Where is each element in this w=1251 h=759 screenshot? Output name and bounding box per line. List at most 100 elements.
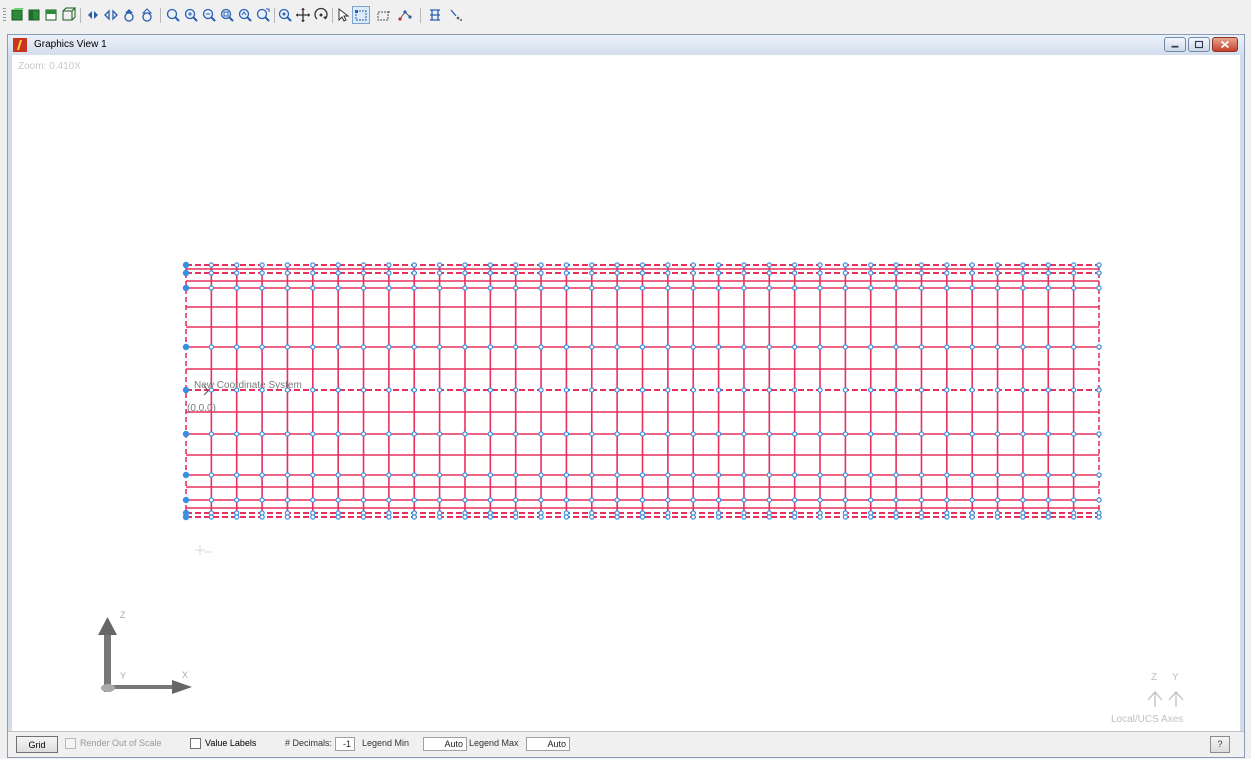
mesh-node: [766, 344, 773, 350]
mesh-node: [817, 497, 823, 503]
mesh-node: [589, 285, 595, 291]
mesh-node: [335, 270, 341, 276]
mesh-node: [259, 387, 265, 393]
zoom-previous-icon[interactable]: [236, 6, 254, 24]
mesh-node: [766, 497, 773, 503]
mesh-node: [639, 285, 646, 291]
mesh-node: [690, 262, 696, 268]
toolbar-grip[interactable]: [3, 8, 6, 22]
mesh-node: [791, 270, 798, 276]
maximize-button[interactable]: [1188, 37, 1210, 52]
mesh-node: [310, 472, 316, 478]
mesh-node: [868, 285, 874, 291]
mesh-node: [462, 270, 468, 276]
mesh-node: [741, 497, 747, 503]
mesh-node: [563, 270, 570, 276]
mesh-node: [715, 262, 722, 268]
value-labels-checkbox[interactable]: [190, 738, 201, 749]
mesh-node: [462, 344, 468, 350]
rotate-down-icon[interactable]: [138, 6, 156, 24]
mesh-node: [589, 344, 595, 350]
origin-marker-icon: [203, 384, 209, 396]
rotate-up-icon[interactable]: [120, 6, 138, 24]
mesh-node: [614, 387, 620, 393]
rotate-left-icon[interactable]: [84, 6, 102, 24]
mesh-node: [589, 431, 595, 437]
orbit-icon[interactable]: [312, 6, 330, 24]
grid-button[interactable]: Grid: [16, 736, 58, 753]
render-out-of-scale-checkbox[interactable]: [65, 738, 76, 749]
mesh-node: [310, 431, 316, 437]
mesh-node: [969, 344, 975, 350]
mesh-node: [512, 344, 519, 350]
mesh-node: [563, 387, 570, 393]
zoom-dynamic-icon[interactable]: [254, 6, 272, 24]
view-isometric-icon[interactable]: [8, 6, 26, 24]
structural-mesh[interactable]: New Coordinate System (0,0,0) Z X Y Z Y: [12, 55, 1240, 731]
mesh-node: [791, 472, 798, 478]
mesh-node: [182, 269, 190, 277]
view-wireframe-icon[interactable]: [59, 6, 77, 24]
select-nodes-icon[interactable]: [396, 6, 414, 24]
mesh-node: [1096, 387, 1102, 393]
main-toolbar: [0, 0, 1251, 30]
select-crossing-icon[interactable]: [374, 6, 392, 24]
mesh-node: [918, 270, 925, 276]
rotate-right-icon[interactable]: [102, 6, 120, 24]
view-solid-icon[interactable]: [25, 6, 43, 24]
mesh-node: [1070, 497, 1077, 503]
legend-max-input[interactable]: Auto: [526, 737, 570, 751]
rotate-3d-icon[interactable]: [294, 6, 312, 24]
mesh-node: [182, 471, 190, 479]
mesh-node: [234, 262, 240, 268]
legend-min-input[interactable]: Auto: [423, 737, 467, 751]
mesh-node: [386, 285, 392, 291]
mesh-node: [842, 387, 849, 393]
mesh-node: [1045, 472, 1051, 478]
value-labels-label: Value Labels: [205, 738, 257, 748]
local-ucs-axes: Z Y Local/UCS Axes: [1111, 672, 1184, 725]
mesh-node: [614, 344, 620, 350]
graphics-canvas[interactable]: Zoom: 0.410X New Coordinate System (0,0,…: [12, 55, 1240, 731]
mesh-node: [386, 387, 392, 393]
close-button[interactable]: [1212, 37, 1238, 52]
pan-icon[interactable]: [276, 6, 294, 24]
mesh-node: [614, 431, 620, 437]
mesh-node: [1020, 285, 1026, 291]
decimals-input[interactable]: -1: [335, 737, 355, 751]
mesh-node: [665, 514, 671, 520]
mesh-node: [436, 270, 443, 276]
zoom-window-icon[interactable]: [164, 6, 182, 24]
mesh-node: [994, 344, 1001, 350]
ucs-label: Local/UCS Axes: [1111, 714, 1183, 725]
mesh-node: [842, 497, 849, 503]
mesh-node: [944, 387, 950, 393]
mesh-node: [462, 497, 468, 503]
mesh-node: [614, 285, 620, 291]
select-pointer-icon[interactable]: [334, 6, 352, 24]
help-button[interactable]: ?: [1210, 736, 1230, 753]
zoom-extents-icon[interactable]: [218, 6, 236, 24]
mesh-node: [208, 514, 215, 520]
minimize-button[interactable]: [1164, 37, 1186, 52]
mesh-node: [234, 344, 240, 350]
view-hidden-icon[interactable]: [42, 6, 60, 24]
filter-icon[interactable]: [426, 6, 444, 24]
mesh-node: [868, 472, 874, 478]
mesh-node: [589, 270, 595, 276]
mesh-node: [335, 497, 341, 503]
faint-axis-marker-icon: [195, 545, 212, 555]
mesh-node: [436, 472, 443, 478]
select-window-icon[interactable]: [352, 6, 370, 24]
mesh-node: [462, 514, 468, 520]
mesh-node: [969, 514, 975, 520]
zoom-in-icon[interactable]: [182, 6, 200, 24]
window-titlebar[interactable]: Graphics View 1: [8, 35, 1244, 55]
mesh-node: [234, 472, 240, 478]
snap-icon[interactable]: [446, 6, 464, 24]
mesh-node: [259, 431, 265, 437]
zoom-out-icon[interactable]: [200, 6, 218, 24]
mesh-node: [563, 497, 570, 503]
mesh-node: [690, 387, 696, 393]
mesh-node: [1045, 514, 1051, 520]
